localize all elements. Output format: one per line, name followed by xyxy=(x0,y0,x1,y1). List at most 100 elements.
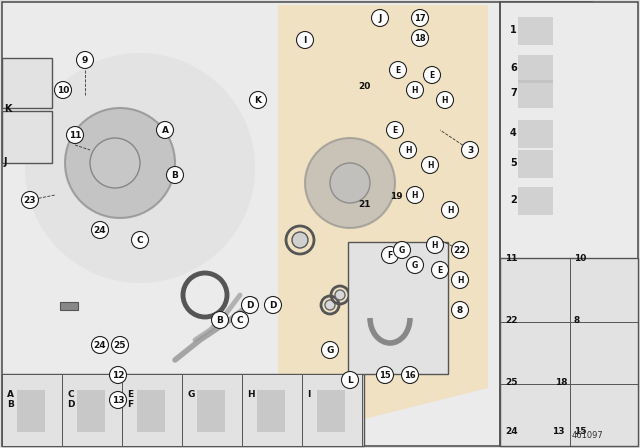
Bar xyxy=(257,390,285,432)
Circle shape xyxy=(22,191,38,208)
Circle shape xyxy=(92,221,109,238)
Polygon shape xyxy=(278,5,488,420)
Text: 23: 23 xyxy=(24,195,36,204)
Circle shape xyxy=(451,241,468,258)
Text: 9: 9 xyxy=(82,56,88,65)
Circle shape xyxy=(109,392,127,409)
Text: H: H xyxy=(412,86,419,95)
Text: H: H xyxy=(247,390,255,399)
Text: K: K xyxy=(4,104,12,114)
Bar xyxy=(197,390,225,432)
Circle shape xyxy=(109,366,127,383)
Circle shape xyxy=(166,167,184,184)
Circle shape xyxy=(264,297,282,314)
Text: F: F xyxy=(387,250,392,259)
Bar xyxy=(500,2,638,446)
Circle shape xyxy=(305,138,395,228)
Bar xyxy=(518,17,553,45)
Circle shape xyxy=(381,246,399,263)
Circle shape xyxy=(241,297,259,314)
Circle shape xyxy=(92,336,109,353)
Text: 18: 18 xyxy=(414,34,426,43)
Circle shape xyxy=(65,108,175,218)
Circle shape xyxy=(54,82,72,99)
Text: E
F: E F xyxy=(127,390,133,409)
Text: J: J xyxy=(378,13,381,22)
Text: 21: 21 xyxy=(358,200,371,209)
Text: 15: 15 xyxy=(379,370,391,379)
Text: 4: 4 xyxy=(510,128,516,138)
Circle shape xyxy=(401,366,419,383)
Text: H: H xyxy=(427,160,433,169)
Bar xyxy=(2,374,62,446)
Bar xyxy=(518,120,553,148)
Circle shape xyxy=(422,156,438,173)
Circle shape xyxy=(325,300,335,310)
Bar xyxy=(518,55,553,83)
Text: 12: 12 xyxy=(112,370,124,379)
Text: 25: 25 xyxy=(114,340,126,349)
Text: 5: 5 xyxy=(510,158,516,168)
Circle shape xyxy=(131,232,148,249)
Circle shape xyxy=(399,142,417,159)
Circle shape xyxy=(292,232,308,248)
Text: H: H xyxy=(447,206,453,215)
Circle shape xyxy=(296,31,314,48)
Text: 7: 7 xyxy=(510,88,516,98)
Bar xyxy=(348,242,448,374)
Text: C: C xyxy=(237,315,243,324)
Circle shape xyxy=(406,257,424,273)
Bar xyxy=(77,390,105,432)
Circle shape xyxy=(250,91,266,108)
Text: 11: 11 xyxy=(68,130,81,139)
Text: 6: 6 xyxy=(510,63,516,73)
Text: D: D xyxy=(269,301,276,310)
Text: C
D: C D xyxy=(67,390,74,409)
Circle shape xyxy=(424,66,440,83)
Bar xyxy=(317,390,345,432)
Text: C: C xyxy=(137,236,143,245)
Text: J: J xyxy=(4,157,8,167)
Text: G: G xyxy=(412,260,418,270)
Circle shape xyxy=(426,237,444,254)
Text: I: I xyxy=(303,35,307,44)
Text: 11: 11 xyxy=(505,254,518,263)
Circle shape xyxy=(90,138,140,188)
Circle shape xyxy=(451,302,468,319)
Circle shape xyxy=(442,202,458,219)
Text: D: D xyxy=(246,301,253,310)
Circle shape xyxy=(342,371,358,388)
Bar xyxy=(60,302,78,310)
Text: 24: 24 xyxy=(505,427,518,436)
Text: 24: 24 xyxy=(93,340,106,349)
Circle shape xyxy=(387,121,403,138)
Text: 19: 19 xyxy=(390,192,403,201)
Text: A: A xyxy=(161,125,168,134)
Text: B: B xyxy=(216,315,223,324)
Text: 461097: 461097 xyxy=(572,431,604,440)
Bar xyxy=(2,111,52,163)
Bar xyxy=(518,187,553,215)
Bar xyxy=(302,374,362,446)
Text: 15: 15 xyxy=(574,427,586,436)
Text: G: G xyxy=(326,345,333,354)
Circle shape xyxy=(77,52,93,69)
Circle shape xyxy=(436,91,454,108)
Bar xyxy=(518,150,553,178)
Bar xyxy=(17,390,45,432)
Circle shape xyxy=(376,366,394,383)
Circle shape xyxy=(335,290,345,300)
Text: G: G xyxy=(399,246,405,254)
Circle shape xyxy=(330,163,370,203)
Bar xyxy=(518,80,553,108)
Text: E: E xyxy=(429,70,435,79)
Text: H: H xyxy=(404,146,412,155)
Circle shape xyxy=(451,271,468,289)
Bar xyxy=(137,390,165,432)
Text: E: E xyxy=(392,125,397,134)
Text: 24: 24 xyxy=(93,225,106,234)
Text: K: K xyxy=(255,95,262,104)
Text: 13: 13 xyxy=(552,427,564,436)
Text: 13: 13 xyxy=(112,396,124,405)
Text: 10: 10 xyxy=(574,254,586,263)
